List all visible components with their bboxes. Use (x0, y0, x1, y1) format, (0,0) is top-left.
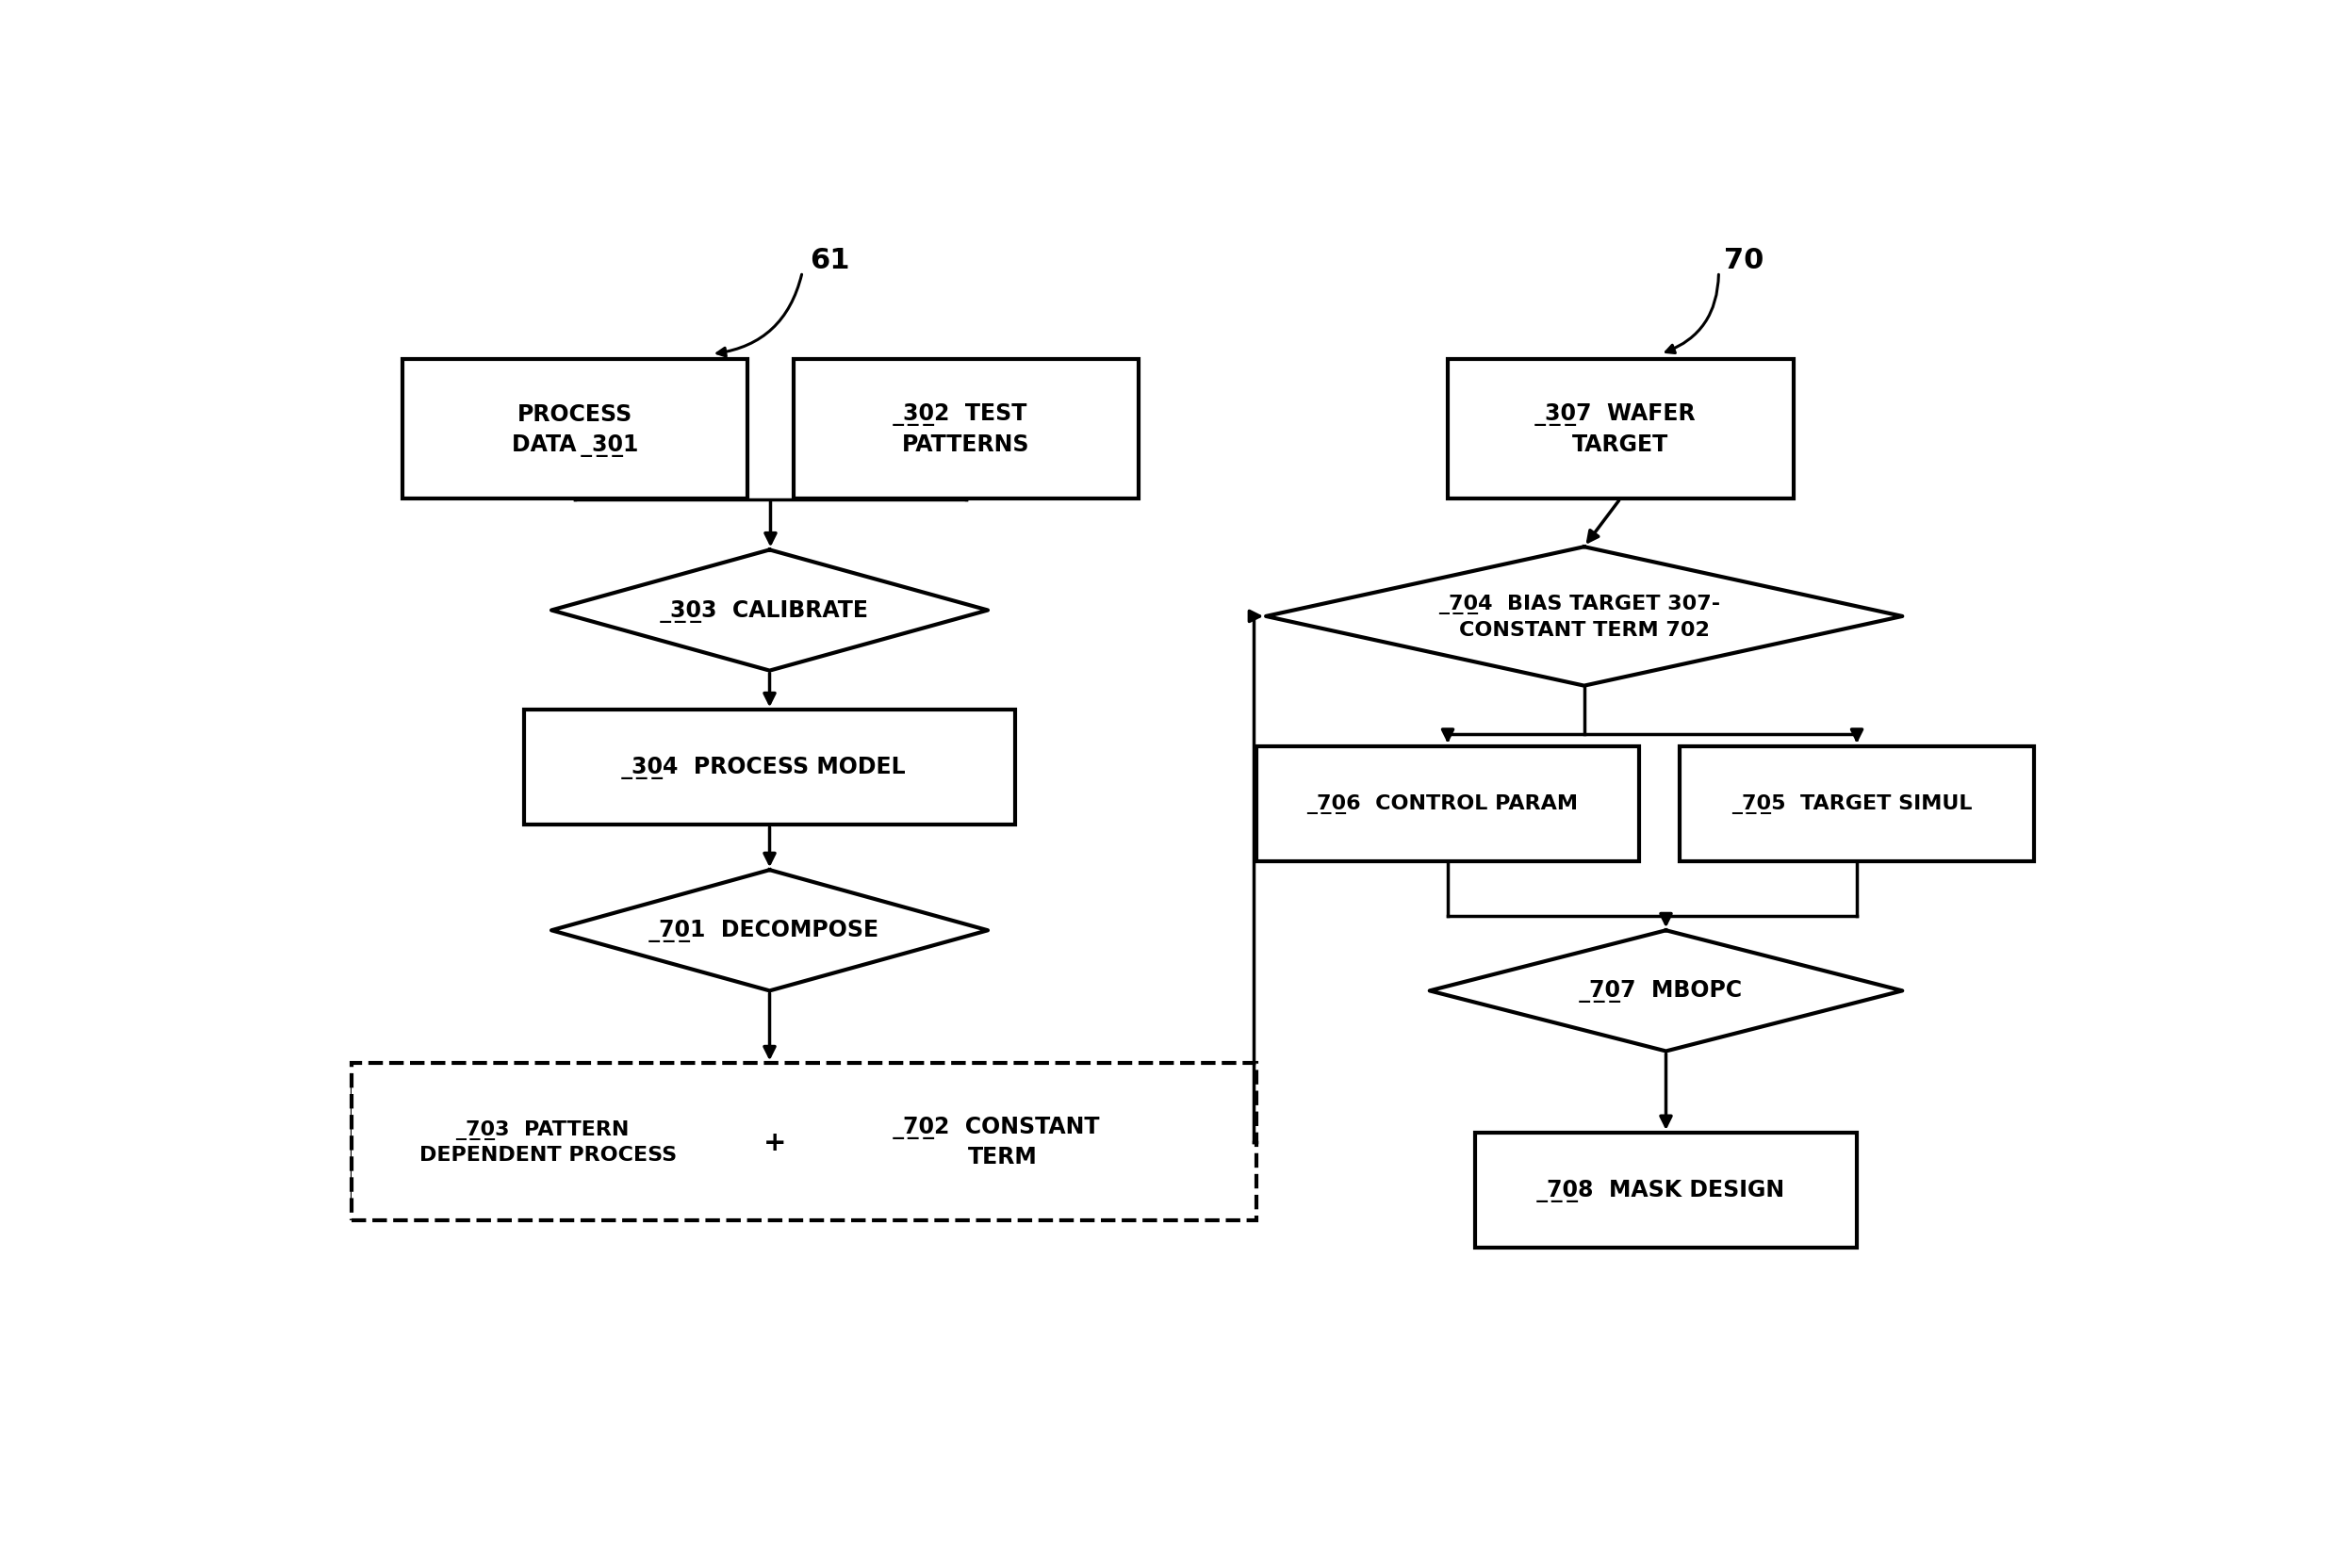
Bar (840, 1076, 1166, 1209)
Text: ̲̲7̲0̲2  CONSTANT
TERM: ̲̲7̲0̲2 CONSTANT TERM (903, 1116, 1100, 1168)
Text: ̲̲3̲0̲4  PROCESS MODEL: ̲̲3̲0̲4 PROCESS MODEL (633, 756, 906, 779)
Text: ̲̲7̲0̲1  DECOMPOSE: ̲̲7̲0̲1 DECOMPOSE (659, 919, 880, 942)
Text: ̲̲3̲0̲3  CALIBRATE: ̲̲3̲0̲3 CALIBRATE (671, 599, 868, 622)
Text: 61: 61 (809, 246, 849, 274)
Bar (352, 1076, 744, 1209)
Bar (352, 1063, 1257, 1220)
Text: ̲̲7̲0̲8  MASK DESIGN: ̲̲7̲0̲8 MASK DESIGN (1546, 1179, 1785, 1201)
Text: PROCESS
DATA  ̲̲3̲0̲1: PROCESS DATA ̲̲3̲0̲1 (511, 403, 638, 456)
Bar (1476, 1134, 1858, 1248)
Bar (793, 361, 1138, 499)
Bar (404, 361, 748, 499)
Text: ̲̲3̲0̲7  WAFER
TARGET: ̲̲3̲0̲7 WAFER TARGET (1546, 403, 1696, 456)
Bar (1257, 746, 1638, 861)
Text: ̲̲7̲0̲6  CONTROL PARAM: ̲̲7̲0̲6 CONTROL PARAM (1316, 793, 1579, 814)
Text: ̲̲7̲0̲5  TARGET SIMUL: ̲̲7̲0̲5 TARGET SIMUL (1741, 793, 1973, 814)
Text: 70: 70 (1724, 246, 1764, 274)
Bar (1680, 746, 2034, 861)
Text: ̲̲3̲0̲2  TEST
PATTERNS: ̲̲3̲0̲2 TEST PATTERNS (903, 403, 1030, 456)
Text: ̲̲7̲0̲4  BIAS TARGET 307-
CONSTANT TERM 702: ̲̲7̲0̲4 BIAS TARGET 307- CONSTANT TERM 7… (1447, 594, 1720, 640)
Text: ̲̲7̲0̲3  PATTERN
DEPENDENT PROCESS: ̲̲7̲0̲3 PATTERN DEPENDENT PROCESS (420, 1120, 676, 1165)
Text: ̲̲7̲0̲7  MBOPC: ̲̲7̲0̲7 MBOPC (1591, 980, 1743, 1002)
Text: +: + (762, 1129, 786, 1156)
Bar (523, 710, 1016, 825)
Bar (1447, 361, 1792, 499)
